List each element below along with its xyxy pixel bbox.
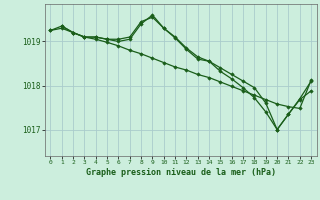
X-axis label: Graphe pression niveau de la mer (hPa): Graphe pression niveau de la mer (hPa) [86, 168, 276, 177]
